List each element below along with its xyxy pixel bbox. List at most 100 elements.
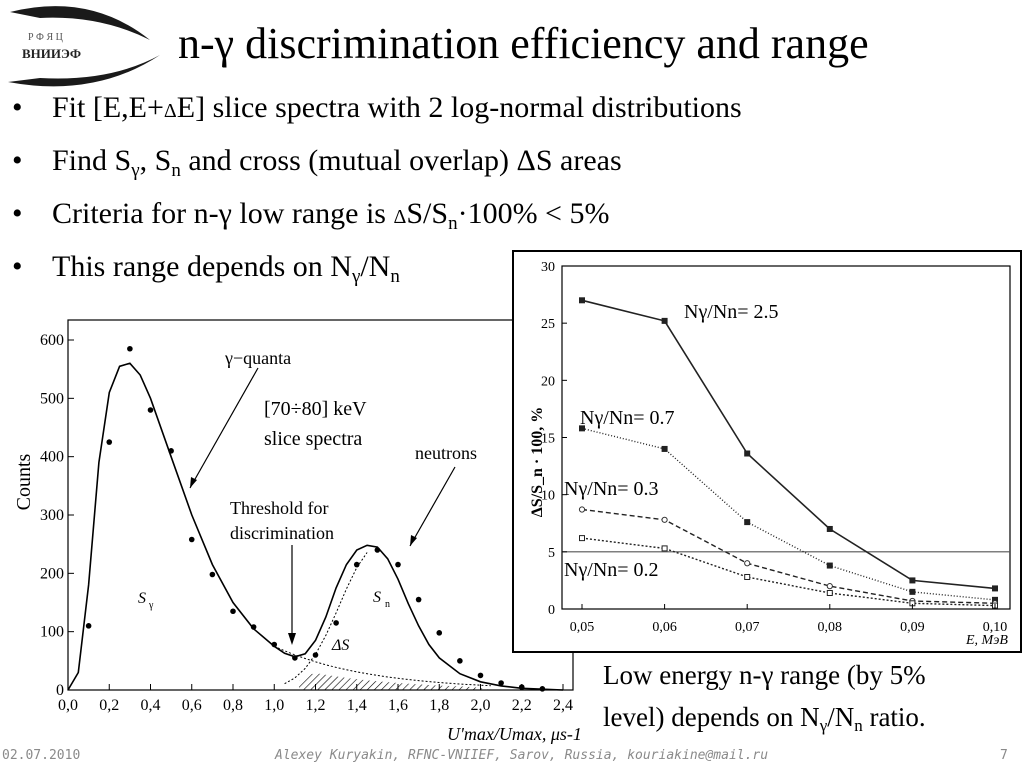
- data-point: [498, 680, 504, 686]
- inset-y-tick-label: 20: [541, 374, 555, 389]
- footer-date: 02.07.2010: [2, 748, 81, 763]
- series-point: [744, 573, 751, 580]
- y-tick-label: 300: [40, 507, 64, 524]
- bullet-item: • Find Sγ, Sn and cross (mutual overlap) …: [12, 144, 622, 181]
- series-point: [909, 588, 916, 595]
- arrow-head: [410, 535, 417, 546]
- logo-line2: ВНИИЭФ: [22, 46, 81, 61]
- inset-x-tick-label: 0,07: [735, 620, 760, 635]
- data-point: [250, 624, 257, 630]
- series-line: [581, 537, 996, 607]
- inset-x-tick-label: 0,06: [652, 620, 677, 635]
- series-label-0-3: Nγ/Nn= 0.3: [564, 478, 659, 500]
- data-point: [374, 547, 381, 553]
- data-point: [436, 630, 443, 636]
- arrow-head: [190, 477, 197, 488]
- bullet-item: • Fit [E,E+ΔE] slice spectra with 2 log-n…: [12, 91, 742, 124]
- annotation-discrimination: discrimination: [230, 523, 334, 543]
- series-line: [581, 299, 996, 590]
- y-tick-label: 200: [40, 565, 64, 582]
- annotation-threshold: Threshold for: [230, 498, 328, 518]
- x-tick-label: 2,2: [512, 697, 532, 714]
- data-point: [85, 623, 92, 629]
- inset-chart-panel: 0 5 10 15 20 25 30 0,05 0,06 0,07 0,08 0,09 0,10 ΔS/…: [512, 250, 1022, 653]
- label-s-n-sub: n: [385, 599, 390, 610]
- series-point: [826, 525, 833, 532]
- series-line: [581, 508, 996, 604]
- x-tick-label: 1,4: [347, 697, 367, 714]
- data-point: [106, 439, 113, 445]
- y-tick-label: 400: [40, 449, 64, 466]
- series-point: [661, 317, 668, 324]
- inset-x-tick-label: 0,08: [818, 620, 843, 635]
- x-tick-label: 1,8: [429, 697, 449, 714]
- slice-spectra-chart: 0,0 0,2 0,4 0,6 0,8 1,0 1,2 1,4 1,6 1,8 2,0 2,2 2,4 0…: [13, 319, 582, 744]
- series-point: [826, 583, 833, 590]
- label-delta-s: ΔS: [331, 637, 349, 654]
- y-tick-label: 100: [40, 624, 64, 641]
- inset-x-tick-label: 0,10: [983, 620, 1008, 635]
- series-point: [579, 535, 585, 542]
- inset-x-tick-label: 0,09: [900, 620, 925, 635]
- series-point: [661, 516, 668, 523]
- inset-y-tick-label: 30: [541, 260, 555, 275]
- series-label-0-7: Nγ/Nn= 0.7: [580, 407, 675, 429]
- x-axis-label: U'max/Umax, μs-1: [447, 724, 582, 744]
- data-point: [271, 641, 278, 648]
- data-point: [188, 536, 195, 543]
- series-point: [744, 519, 751, 526]
- series-point: [579, 297, 585, 304]
- y-tick-label: 600: [40, 332, 64, 349]
- series-point: [992, 585, 998, 592]
- caption-line2: level) depends on Nγ/Nn ratio.: [603, 702, 926, 735]
- bullet-item: • Criteria for n-γ low range is ΔS/Sn·100…: [12, 197, 610, 234]
- series-point: [661, 445, 668, 452]
- gamma-tail-curve: [274, 645, 491, 687]
- label-s-gamma-sub: γ: [148, 600, 154, 611]
- x-tick-label: 0,6: [182, 697, 202, 714]
- x-tick-label: 1,6: [388, 697, 408, 714]
- data-point: [415, 596, 422, 603]
- arrow-gamma: [189, 367, 259, 489]
- data-point: [127, 345, 133, 352]
- overlap-vs-energy-chart: 0 5 10 15 20 25 30 0,05 0,06 0,07 0,08 0,09 0,10 ΔS/…: [529, 260, 1011, 648]
- inset-x-axis-label: E, МэВ: [965, 633, 1008, 648]
- x-tick-label: 1,0: [264, 697, 284, 714]
- inset-plot-frame: [561, 265, 1011, 610]
- bullet-item: • This range depends on Nγ/Nn: [12, 250, 400, 287]
- y-tick-label: 0: [56, 682, 64, 699]
- inset-y-tick-label: 15: [541, 432, 555, 447]
- x-tick-label: 0,2: [99, 697, 119, 714]
- series-point: [744, 560, 751, 567]
- y-tick-label: 500: [40, 390, 64, 407]
- arrow-head: [288, 633, 296, 645]
- slide-title: n-γ discrimination efficiency and range: [178, 19, 869, 68]
- annotation-slice: [70÷80] keV: [264, 398, 367, 420]
- label-s-gamma: S: [138, 590, 146, 607]
- series-point: [909, 577, 916, 584]
- fit-curve: [67, 362, 564, 691]
- x-tick-label: 0,8: [223, 697, 243, 714]
- data-point: [477, 672, 484, 679]
- x-tick-label: 0,4: [141, 697, 161, 714]
- x-tick-label: 1,2: [306, 697, 326, 714]
- data-point: [353, 561, 360, 568]
- inset-x-tick-label: 0,05: [570, 620, 595, 635]
- caption-line1: Low energy n-γ range (by 5%: [603, 660, 926, 690]
- data-point: [168, 448, 174, 454]
- inset-y-tick-label: 10: [541, 489, 555, 504]
- overlap-area-hatch: [299, 673, 491, 690]
- series-point: [826, 589, 833, 596]
- x-tick-label: 0,0: [58, 697, 78, 714]
- label-s-n: S: [373, 589, 381, 606]
- annotation-slice-spectra: slice spectra: [264, 428, 362, 450]
- y-axis-label: Counts: [13, 453, 35, 510]
- series-point: [661, 545, 668, 552]
- bullet-list: • Fit [E,E+ΔE] slice spectra with 2 log-n…: [12, 84, 742, 296]
- x-tick-label: 2,0: [471, 697, 491, 714]
- footer-page-number: 7: [1000, 748, 1008, 763]
- data-point: [230, 608, 236, 615]
- data-point: [147, 407, 154, 413]
- x-tick-label: 2,4: [553, 697, 573, 714]
- series-point: [578, 506, 586, 513]
